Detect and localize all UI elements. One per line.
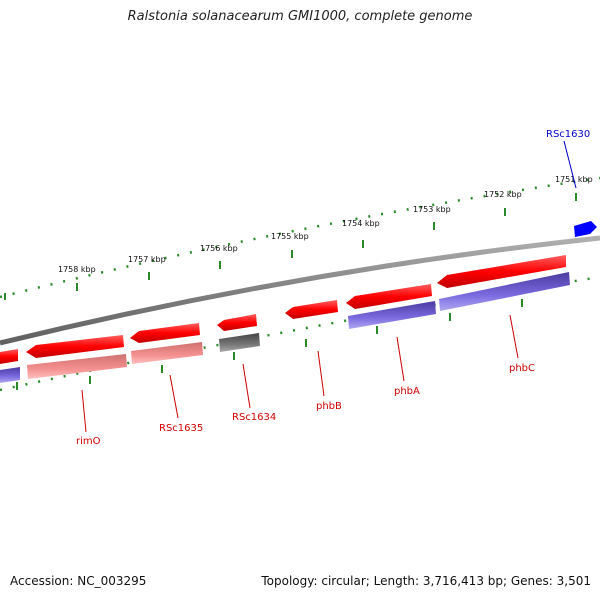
scale-label-1754: 1754 kbp	[342, 219, 380, 228]
gene-label-phbc: phbC	[509, 363, 535, 374]
gene-label-rsc1630: RSc1630	[546, 129, 590, 140]
gene-label-rsc1635: RSc1635	[159, 423, 203, 434]
gene-arrow-phba[interactable]	[346, 284, 432, 309]
gene-label-rsc1634: RSc1634	[232, 412, 276, 423]
lower-major-ticks	[16, 299, 523, 390]
gene-rsc1630[interactable]	[574, 221, 597, 237]
cog-bars	[0, 272, 570, 383]
gene-label-rimo: rimO	[76, 436, 101, 447]
gene-arrow-rsc1635[interactable]	[130, 323, 200, 343]
accession-label: Accession: NC_003295	[10, 574, 147, 588]
gene-arrow-left-edge[interactable]	[0, 349, 18, 364]
map-title: Ralstonia solanacearum GMI1000, complete…	[127, 9, 473, 24]
cog-bar-phbc	[439, 272, 570, 311]
scale-label-1755: 1755 kbp	[271, 232, 309, 241]
cog-bar-left-edge	[0, 367, 20, 383]
gene-arrow-rimo[interactable]	[26, 335, 124, 358]
major-ticks	[4, 193, 577, 300]
scale-label-1753: 1753 kbp	[413, 205, 451, 214]
cog-bar-rsc1634	[219, 333, 260, 352]
genome-backbone	[0, 235, 600, 346]
gene-label-phbb: phbB	[316, 401, 342, 412]
cog-bar-rimo	[27, 354, 127, 379]
gene-arrow-phbb[interactable]	[285, 300, 338, 319]
gene-arrow-rsc1634[interactable]	[217, 314, 257, 331]
cog-bar-phba	[348, 301, 436, 329]
scale-label-1757: 1757 kbp	[128, 255, 166, 264]
scale-label-1758: 1758 kbp	[58, 265, 96, 274]
label-leaders	[81, 140, 577, 433]
cog-bar-rsc1635	[131, 342, 203, 364]
scale-label-1752: 1752 kbp	[484, 190, 522, 199]
gene-arrows	[0, 255, 566, 364]
gene-label-phba: phbA	[394, 386, 420, 397]
genome-summary: Topology: circular; Length: 3,716,413 bp…	[261, 574, 591, 588]
gene-arrow-phbc[interactable]	[437, 255, 566, 288]
scale-label-1756: 1756 kbp	[200, 244, 238, 253]
